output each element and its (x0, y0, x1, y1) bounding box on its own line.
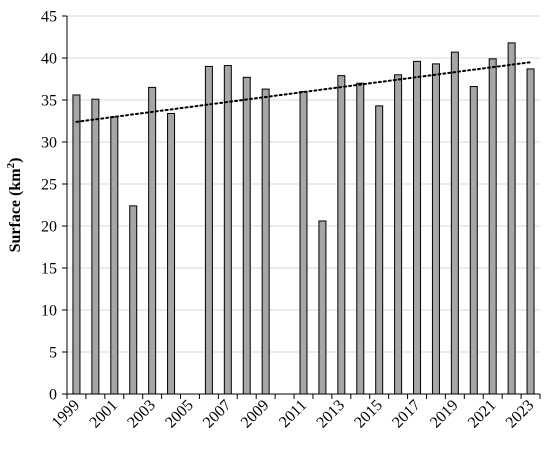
bar-2023 (527, 69, 534, 394)
bar-2016 (395, 75, 402, 394)
y-tick-label-20: 20 (41, 219, 57, 236)
y-tick-label-10: 10 (41, 303, 57, 320)
bar-2014 (357, 83, 364, 394)
bars (73, 43, 534, 394)
y-tick-label-35: 35 (41, 93, 57, 110)
bar-2022 (508, 43, 515, 394)
y-tick-label-15: 15 (41, 261, 57, 278)
bar-2019 (451, 52, 458, 394)
bar-2020 (470, 87, 477, 394)
x-tick-label-2007: 2007 (200, 397, 235, 432)
bar-2004 (168, 113, 175, 394)
x-tick-label-2003: 2003 (124, 397, 159, 432)
bar-2015 (376, 106, 383, 394)
bar-2008 (243, 77, 250, 394)
y-tick-labels: 0 5 10 15 20 25 30 35 40 45 (41, 9, 57, 404)
bar-2000 (92, 99, 99, 394)
bar-2001 (111, 117, 118, 394)
x-tick-label-2001: 2001 (86, 397, 121, 432)
bar-2017 (414, 61, 421, 394)
x-tick-labels: 1999 2001 2003 2005 2007 2009 2011 2013 2015 2017… (49, 397, 538, 432)
bar-2013 (338, 76, 345, 394)
bar-2012 (319, 221, 326, 394)
y-tick-label-30: 30 (41, 135, 57, 152)
y-axis-title: Surface (km2) (5, 158, 24, 253)
y-tick-label-45: 45 (41, 9, 57, 26)
x-tick-label-2017: 2017 (389, 397, 424, 432)
x-tick-label-2023: 2023 (503, 397, 538, 432)
y-tick-label-5: 5 (49, 345, 57, 362)
bar-2002 (130, 206, 137, 394)
x-tick-label-2015: 2015 (351, 397, 386, 432)
y-axis-title-main: Surface (km (7, 168, 24, 253)
bar-2021 (489, 59, 496, 394)
y-tick-label-40: 40 (41, 51, 57, 68)
y-tick-label-0: 0 (49, 387, 57, 404)
y-tick-label-25: 25 (41, 177, 57, 194)
x-tick-label-2005: 2005 (162, 397, 197, 432)
bar-2006 (205, 66, 212, 394)
x-tick-label-2009: 2009 (238, 397, 273, 432)
bar-2007 (224, 66, 231, 394)
x-tick-label-2019: 2019 (427, 397, 462, 432)
bar-1999 (73, 95, 80, 394)
bar-2011 (300, 92, 307, 394)
bar-2018 (432, 64, 439, 394)
x-tick-label-2013: 2013 (314, 397, 349, 432)
bar-2003 (149, 87, 156, 394)
bar-2009 (262, 89, 269, 394)
x-tick-label-2011: 2011 (276, 397, 310, 431)
y-axis-title-close: ) (7, 158, 24, 163)
x-tick-label-2021: 2021 (465, 397, 500, 432)
